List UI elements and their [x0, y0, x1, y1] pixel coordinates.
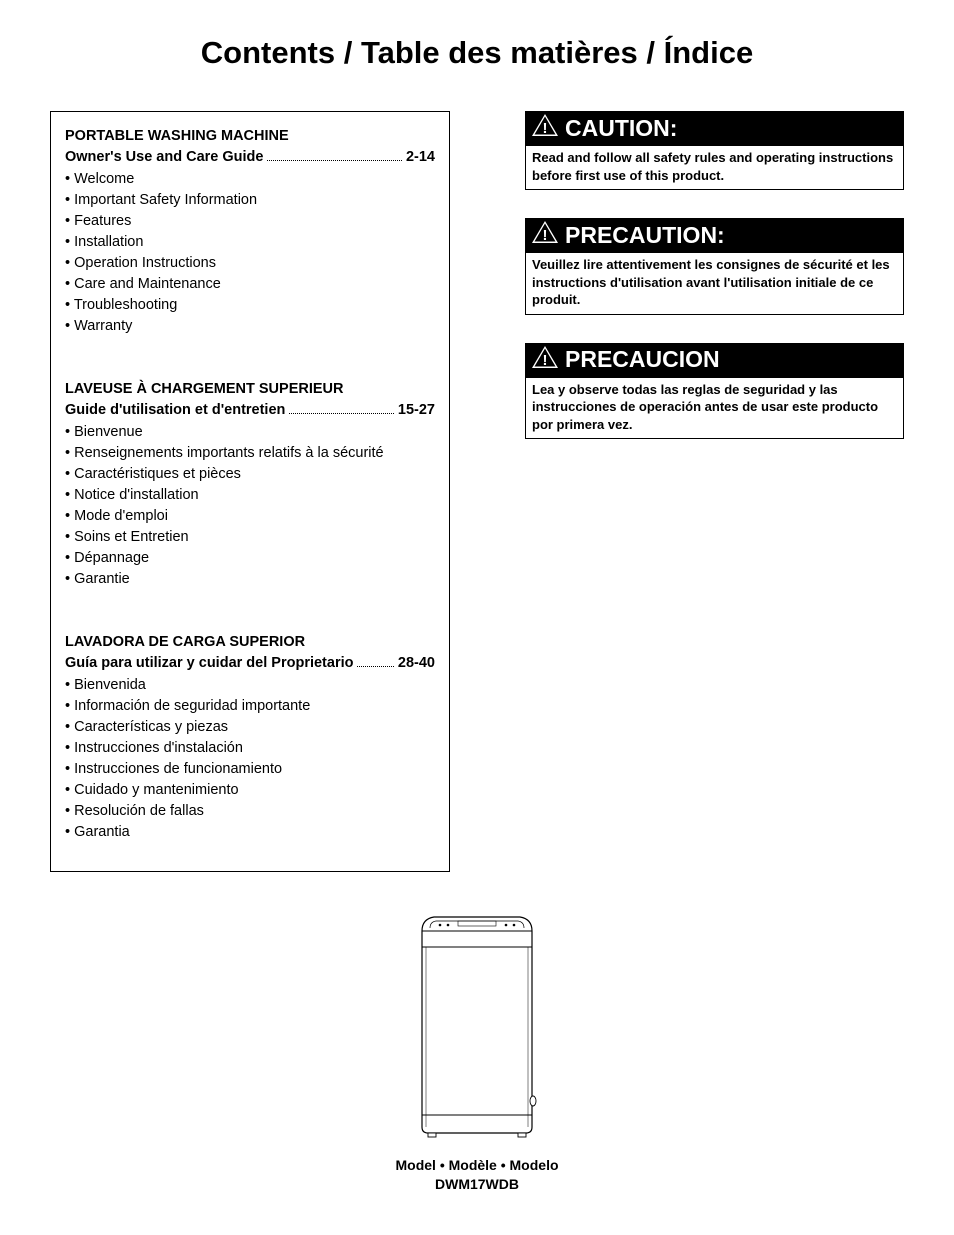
toc-item: • Bienvenida — [65, 675, 435, 696]
warning-box-es: ! PRECAUCION Lea y observe todas las reg… — [525, 343, 904, 440]
toc-guide-row: Guía para utilizar y cuidar del Propriet… — [65, 653, 435, 674]
toc-item-text: Operation Instructions — [74, 255, 216, 271]
toc-item: • Warranty — [65, 316, 435, 337]
toc-item: • Instrucciones de funcionamiento — [65, 759, 435, 780]
toc-item: • Garantie — [65, 569, 435, 590]
model-number: DWM17WDB — [0, 1175, 954, 1195]
toc-item-text: Troubleshooting — [74, 297, 177, 313]
toc-item-text: Features — [74, 213, 131, 229]
toc-item-text: Cuidado y mantenimiento — [74, 782, 238, 798]
toc-section-en: PORTABLE WASHING MACHINE Owner's Use and… — [65, 126, 435, 337]
toc-items: • Welcome • Important Safety Information… — [65, 169, 435, 337]
toc-item-text: Bienvenida — [74, 677, 146, 693]
toc-item-text: Información de seguridad importante — [74, 698, 310, 714]
left-column: PORTABLE WASHING MACHINE Owner's Use and… — [50, 111, 450, 872]
toc-item: • Instrucciones d'instalación — [65, 738, 435, 759]
warning-header: ! PRECAUTION: — [525, 218, 904, 253]
toc-item: • Important Safety Information — [65, 190, 435, 211]
toc-item-text: Instrucciones d'instalación — [74, 740, 243, 756]
toc-item: • Características y piezas — [65, 717, 435, 738]
toc-heading: PORTABLE WASHING MACHINE — [65, 126, 435, 147]
toc-items: • Bienvenue • Renseignements importants … — [65, 422, 435, 590]
toc-guide-label: Guide d'utilisation et d'entretien — [65, 400, 285, 421]
toc-item: • Bienvenue — [65, 422, 435, 443]
toc-item: • Operation Instructions — [65, 253, 435, 274]
toc-item-text: Garantie — [74, 571, 130, 587]
toc-item-text: Caractéristiques et pièces — [74, 466, 241, 482]
toc-guide-row: Guide d'utilisation et d'entretien 15-27 — [65, 400, 435, 421]
warning-icon: ! — [531, 345, 559, 375]
toc-item-text: Important Safety Information — [74, 192, 257, 208]
svg-text:!: ! — [543, 352, 548, 369]
washing-machine-illustration — [402, 905, 552, 1146]
toc-item: • Notice d'installation — [65, 485, 435, 506]
toc-item-text: Care and Maintenance — [74, 276, 221, 292]
toc-item-text: Soins et Entretien — [74, 529, 188, 545]
toc-item: • Soins et Entretien — [65, 527, 435, 548]
toc-item-text: Instrucciones de funcionamiento — [74, 761, 282, 777]
toc-item: • Mode d'emploi — [65, 506, 435, 527]
toc-item: • Dépannage — [65, 548, 435, 569]
toc-heading: LAVADORA DE CARGA SUPERIOR — [65, 632, 435, 653]
toc-dots — [267, 160, 402, 161]
warning-body: Veuillez lire attentivement les consigne… — [525, 253, 904, 315]
toc-item: • Garantia — [65, 822, 435, 843]
warning-body: Lea y observe todas las reglas de seguri… — [525, 378, 904, 440]
toc-pages: 28-40 — [398, 653, 435, 674]
warning-icon: ! — [531, 220, 559, 250]
toc-item: • Features — [65, 211, 435, 232]
toc-item-text: Renseignements importants relatifs à la … — [74, 445, 383, 461]
warning-body: Read and follow all safety rules and ope… — [525, 146, 904, 190]
svg-text:!: ! — [543, 227, 548, 244]
warning-title: PRECAUCION — [565, 346, 720, 373]
warning-box-fr: ! PRECAUTION: Veuillez lire attentivemen… — [525, 218, 904, 315]
model-label-line: Model • Modèle • Modelo — [0, 1156, 954, 1176]
toc-item-text: Notice d'installation — [74, 487, 198, 503]
toc-item: • Troubleshooting — [65, 295, 435, 316]
warning-icon: ! — [531, 113, 559, 143]
page-title: Contents / Table des matières / Índice — [50, 35, 904, 71]
toc-item-text: Bienvenue — [74, 424, 143, 440]
toc-section-fr: LAVEUSE À CHARGEMENT SUPERIEUR Guide d'u… — [65, 379, 435, 590]
toc-item-text: Resolución de fallas — [74, 803, 204, 819]
toc-guide-label: Guía para utilizar y cuidar del Propriet… — [65, 653, 353, 674]
warning-box-en: ! CAUTION: Read and follow all safety ru… — [525, 111, 904, 190]
toc-item: • Welcome — [65, 169, 435, 190]
toc-item-text: Garantia — [74, 824, 130, 840]
toc-item: • Cuidado y mantenimiento — [65, 780, 435, 801]
toc-box: PORTABLE WASHING MACHINE Owner's Use and… — [50, 111, 450, 872]
toc-item: • Resolución de fallas — [65, 801, 435, 822]
toc-guide-label: Owner's Use and Care Guide — [65, 147, 263, 168]
toc-item: • Información de seguridad importante — [65, 696, 435, 717]
toc-dots — [357, 666, 393, 667]
toc-item-text: Installation — [74, 234, 143, 250]
right-column: ! CAUTION: Read and follow all safety ru… — [525, 111, 904, 467]
toc-items: • Bienvenida • Información de seguridad … — [65, 675, 435, 843]
warning-header: ! PRECAUCION — [525, 343, 904, 378]
toc-item: • Care and Maintenance — [65, 274, 435, 295]
svg-text:!: ! — [543, 120, 548, 137]
toc-item: • Renseignements importants relatifs à l… — [65, 443, 435, 464]
toc-pages: 15-27 — [398, 400, 435, 421]
toc-item: • Installation — [65, 232, 435, 253]
toc-item-text: Dépannage — [74, 550, 149, 566]
warning-title: CAUTION: — [565, 115, 677, 142]
toc-pages: 2-14 — [406, 147, 435, 168]
warning-header: ! CAUTION: — [525, 111, 904, 146]
toc-item-text: Mode d'emploi — [74, 508, 168, 524]
two-column-layout: PORTABLE WASHING MACHINE Owner's Use and… — [50, 111, 904, 872]
warning-title: PRECAUTION: — [565, 222, 725, 249]
toc-heading: LAVEUSE À CHARGEMENT SUPERIEUR — [65, 379, 435, 400]
product-block: Model • Modèle • Modelo DWM17WDB — [0, 905, 954, 1195]
toc-dots — [289, 413, 394, 414]
toc-item: • Caractéristiques et pièces — [65, 464, 435, 485]
toc-section-es: LAVADORA DE CARGA SUPERIOR Guía para uti… — [65, 632, 435, 843]
toc-guide-row: Owner's Use and Care Guide 2-14 — [65, 147, 435, 168]
toc-item-text: Warranty — [74, 318, 132, 334]
toc-item-text: Características y piezas — [74, 719, 228, 735]
toc-item-text: Welcome — [74, 171, 134, 187]
